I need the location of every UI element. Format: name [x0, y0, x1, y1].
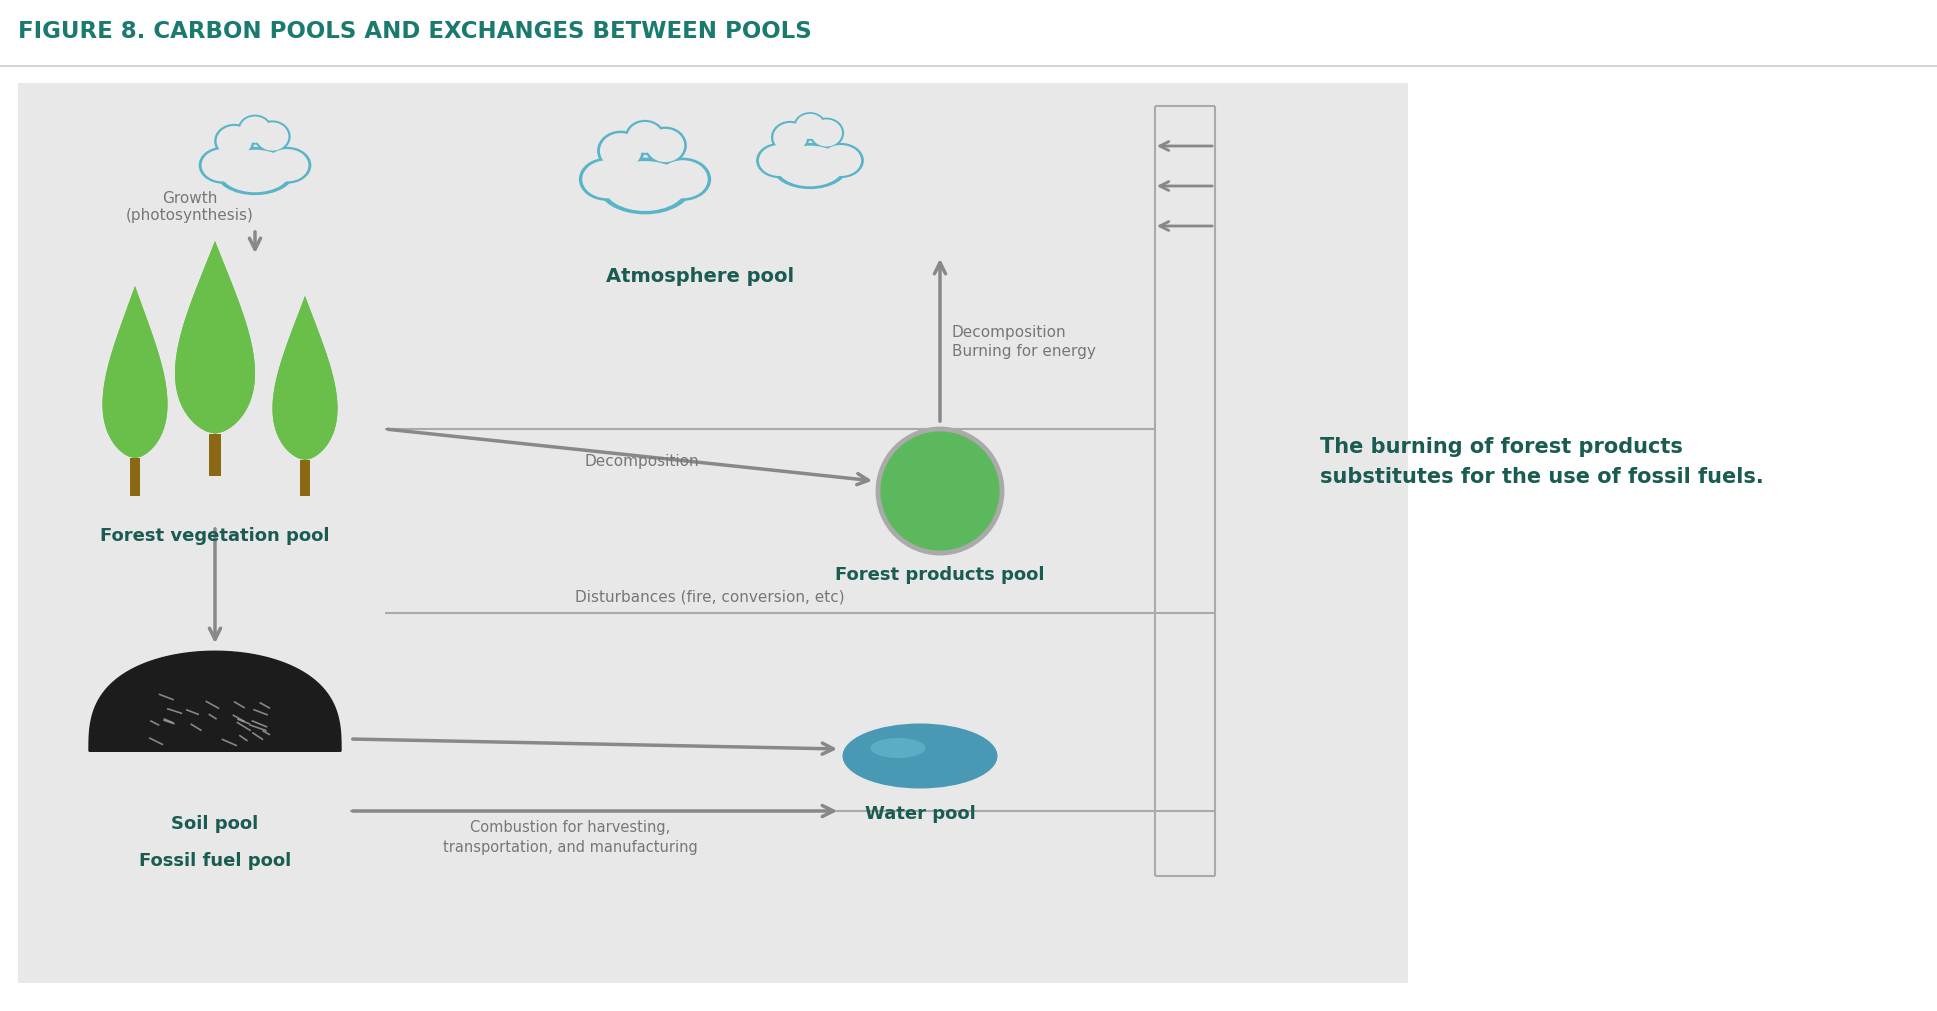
Ellipse shape: [201, 150, 244, 182]
Text: Growth
(photosynthesis): Growth (photosynthesis): [126, 191, 254, 223]
Text: Forest vegetation pool: Forest vegetation pool: [101, 527, 329, 545]
Text: Water pool: Water pool: [864, 804, 976, 822]
Polygon shape: [174, 242, 256, 435]
Bar: [130, 459, 139, 496]
Text: FIGURE 8. CARBON POOLS AND EXCHANGES BETWEEN POOLS: FIGURE 8. CARBON POOLS AND EXCHANGES BET…: [17, 20, 812, 42]
Ellipse shape: [597, 131, 645, 172]
Text: Decomposition
Burning for energy: Decomposition Burning for energy: [951, 325, 1096, 359]
Polygon shape: [273, 296, 337, 461]
Ellipse shape: [812, 120, 843, 148]
Text: Atmosphere pool: Atmosphere pool: [606, 267, 794, 286]
Ellipse shape: [870, 738, 926, 758]
Ellipse shape: [219, 151, 291, 193]
Ellipse shape: [821, 146, 862, 177]
Ellipse shape: [659, 161, 707, 199]
Ellipse shape: [643, 127, 688, 165]
Polygon shape: [103, 287, 167, 459]
Polygon shape: [103, 287, 167, 459]
Ellipse shape: [256, 123, 289, 152]
Ellipse shape: [263, 148, 312, 184]
Ellipse shape: [238, 115, 273, 146]
Ellipse shape: [240, 117, 269, 144]
Text: Combustion for harvesting,
transportation, and manufacturing: Combustion for harvesting, transportatio…: [444, 819, 697, 854]
Ellipse shape: [817, 144, 864, 179]
Ellipse shape: [773, 123, 808, 153]
Ellipse shape: [254, 121, 291, 154]
Ellipse shape: [215, 124, 254, 159]
Ellipse shape: [626, 120, 664, 156]
Bar: [300, 461, 310, 496]
Polygon shape: [174, 242, 256, 435]
Ellipse shape: [600, 133, 641, 170]
Ellipse shape: [771, 144, 848, 190]
Ellipse shape: [777, 147, 845, 187]
Text: Disturbances (fire, conversion, etc): Disturbances (fire, conversion, etc): [575, 588, 845, 604]
Polygon shape: [273, 296, 337, 461]
Text: Forest products pool: Forest products pool: [835, 565, 1044, 583]
Ellipse shape: [655, 159, 711, 201]
Ellipse shape: [794, 113, 827, 142]
Text: Fossil fuel pool: Fossil fuel pool: [139, 851, 291, 869]
Ellipse shape: [599, 159, 692, 215]
Ellipse shape: [647, 129, 684, 163]
Ellipse shape: [579, 159, 635, 201]
Ellipse shape: [628, 122, 662, 154]
Ellipse shape: [810, 118, 845, 150]
Ellipse shape: [583, 161, 631, 199]
Ellipse shape: [877, 430, 1001, 553]
Ellipse shape: [759, 146, 800, 177]
Ellipse shape: [771, 121, 810, 155]
Bar: [17, 84, 1408, 983]
Text: The burning of forest products
substitutes for the use of fossil fuels.: The burning of forest products substitut…: [1319, 437, 1765, 486]
Polygon shape: [89, 652, 341, 751]
Ellipse shape: [200, 148, 246, 184]
Ellipse shape: [217, 126, 252, 157]
Ellipse shape: [265, 150, 308, 182]
Text: Soil pool: Soil pool: [170, 814, 260, 832]
Ellipse shape: [843, 724, 998, 789]
Ellipse shape: [604, 162, 686, 211]
Ellipse shape: [215, 148, 294, 196]
Text: Decomposition: Decomposition: [585, 454, 699, 468]
Ellipse shape: [755, 144, 802, 179]
Ellipse shape: [796, 114, 825, 140]
Bar: [209, 435, 221, 476]
